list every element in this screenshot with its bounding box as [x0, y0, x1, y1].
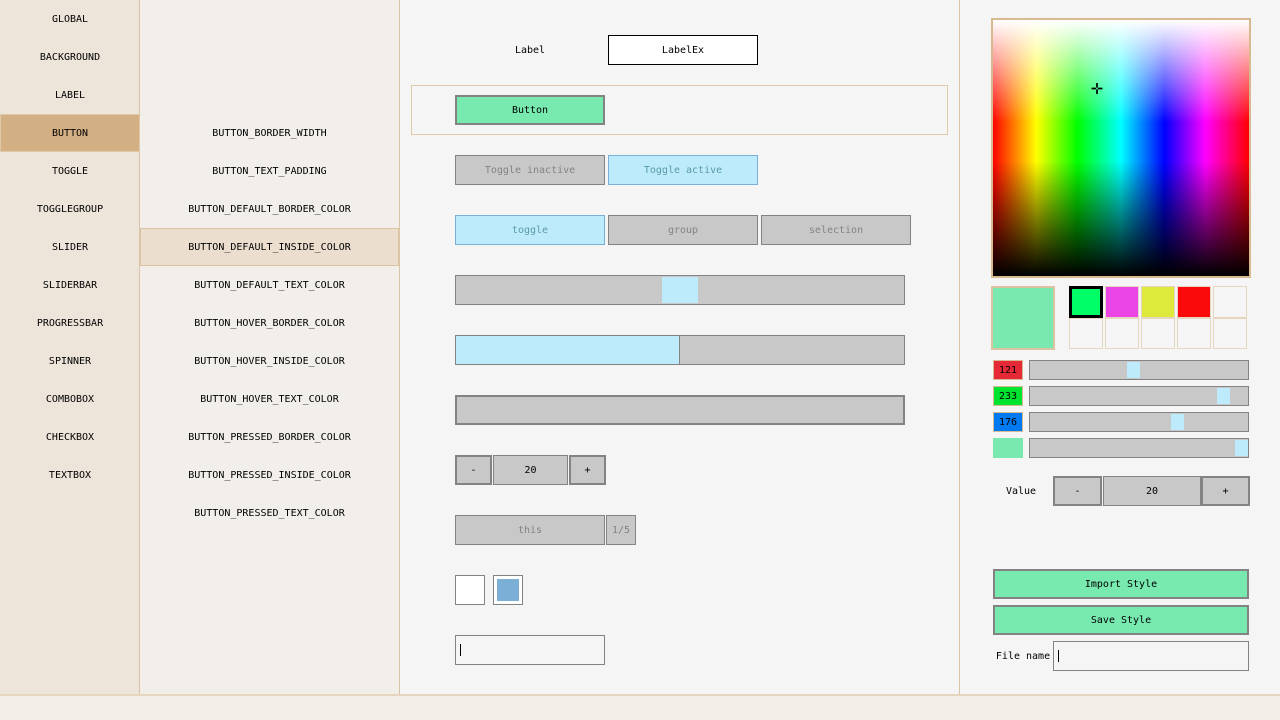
palette-swatch[interactable] — [1105, 318, 1139, 349]
label: Label — [514, 44, 546, 56]
blue-slider[interactable] — [1029, 412, 1249, 432]
value-spinner[interactable]: 20 — [1103, 476, 1201, 506]
checkbox-fill — [497, 579, 519, 601]
sliderbar-fill — [456, 336, 680, 364]
category-item[interactable]: BUTTON — [0, 114, 140, 152]
import-style-button[interactable]: Import Style — [993, 569, 1249, 599]
label-ex: LabelEx — [608, 35, 758, 65]
category-item[interactable]: SPINNER — [48, 355, 92, 367]
crosshair-icon[interactable]: ✛ — [1091, 75, 1104, 99]
category-item[interactable]: GLOBAL — [51, 13, 89, 25]
value-label: Value — [1005, 485, 1037, 497]
blue-value[interactable]: 176 — [993, 412, 1023, 432]
category-list: GLOBAL BACKGROUND LABEL BUTTON TOGGLE TOGGLEG… — [0, 0, 140, 694]
slider-handle[interactable] — [1127, 362, 1141, 378]
current-color-swatch — [991, 286, 1055, 350]
toggle-group-item[interactable]: toggle — [455, 215, 605, 245]
color-picker[interactable]: ✛ — [991, 18, 1251, 278]
divider — [959, 0, 960, 694]
green-slider[interactable] — [1029, 386, 1249, 406]
combobox[interactable]: this — [455, 515, 605, 545]
category-item[interactable]: BACKGROUND — [39, 51, 101, 63]
checkbox-unchecked[interactable] — [455, 575, 485, 605]
property-item[interactable]: BUTTON_DEFAULT_TEXT_COLOR — [194, 279, 345, 291]
palette-swatch[interactable] — [1177, 318, 1211, 349]
category-item[interactable]: LABEL — [54, 89, 86, 101]
sliderbar[interactable] — [455, 335, 905, 365]
palette-swatch[interactable] — [1213, 286, 1247, 318]
property-item[interactable]: BUTTON_BORDER_WIDTH — [212, 127, 327, 139]
toggle-group-item[interactable]: group — [608, 215, 758, 245]
green-value[interactable]: 233 — [993, 386, 1023, 406]
combobox-counter[interactable]: 1/5 — [606, 515, 636, 545]
preview-button[interactable]: Button — [455, 95, 605, 125]
alpha-swatch — [993, 438, 1023, 458]
toggle-group-item[interactable]: selection — [761, 215, 911, 245]
palette-swatch[interactable] — [1141, 286, 1175, 318]
category-item[interactable]: SLIDER — [51, 241, 89, 253]
palette-swatch[interactable] — [1141, 318, 1175, 349]
value-plus-button[interactable]: + — [1201, 476, 1250, 506]
slider-handle[interactable] — [1171, 414, 1185, 430]
property-item[interactable]: BUTTON_PRESSED_BORDER_COLOR — [188, 431, 351, 443]
property-item[interactable]: BUTTON_HOVER_INSIDE_COLOR — [194, 355, 345, 367]
category-item[interactable]: PROGRESSBAR — [36, 317, 104, 329]
property-item[interactable]: BUTTON_HOVER_TEXT_COLOR — [200, 393, 339, 405]
property-item[interactable]: BUTTON_DEFAULT_INSIDE_COLOR — [140, 228, 399, 266]
toggle-inactive[interactable]: Toggle inactive — [455, 155, 605, 185]
property-item[interactable]: BUTTON_HOVER_BORDER_COLOR — [194, 317, 345, 329]
file-name-label: File name — [995, 650, 1051, 662]
spinner-value[interactable]: 20 — [493, 455, 568, 485]
category-item[interactable]: COMBOBOX — [45, 393, 95, 405]
spinner-minus-button[interactable]: - — [455, 455, 492, 485]
slider-handle[interactable] — [662, 277, 698, 303]
value-minus-button[interactable]: - — [1053, 476, 1102, 506]
property-item[interactable]: BUTTON_TEXT_PADDING — [212, 165, 327, 177]
textbox[interactable] — [455, 635, 605, 665]
palette-swatch[interactable] — [1213, 318, 1247, 349]
palette-swatch[interactable] — [1069, 286, 1103, 318]
palette-swatch[interactable] — [1177, 286, 1211, 318]
property-item[interactable]: BUTTON_DEFAULT_BORDER_COLOR — [188, 203, 351, 215]
progressbar — [455, 395, 905, 425]
slider[interactable] — [455, 275, 905, 305]
category-item[interactable]: TEXTBOX — [48, 469, 92, 481]
palette-swatch[interactable] — [1105, 286, 1139, 318]
red-slider[interactable] — [1029, 360, 1249, 380]
property-item[interactable]: BUTTON_PRESSED_INSIDE_COLOR — [188, 469, 351, 481]
file-name-input[interactable] — [1053, 641, 1249, 671]
toggle-active[interactable]: Toggle active — [608, 155, 758, 185]
category-item[interactable]: TOGGLEGROUP — [36, 203, 104, 215]
slider-handle[interactable] — [1217, 388, 1231, 404]
spinner-plus-button[interactable]: + — [569, 455, 606, 485]
text-cursor — [1058, 650, 1059, 662]
checkbox-checked[interactable] — [493, 575, 523, 605]
text-cursor — [460, 644, 461, 656]
status-bar — [0, 694, 1280, 720]
red-value[interactable]: 121 — [993, 360, 1023, 380]
category-item[interactable]: CHECKBOX — [45, 431, 95, 443]
category-item[interactable]: TOGGLE — [51, 165, 89, 177]
property-item[interactable]: BUTTON_PRESSED_TEXT_COLOR — [194, 507, 345, 519]
palette-swatch[interactable] — [1069, 318, 1103, 349]
property-list: BUTTON_BORDER_WIDTH BUTTON_TEXT_PADDING BU… — [140, 0, 400, 694]
save-style-button[interactable]: Save Style — [993, 605, 1249, 635]
button-preview-panel — [411, 85, 948, 135]
category-item[interactable]: SLIDERBAR — [42, 279, 98, 291]
slider-handle[interactable] — [1235, 440, 1248, 456]
alpha-slider[interactable] — [1029, 438, 1249, 458]
